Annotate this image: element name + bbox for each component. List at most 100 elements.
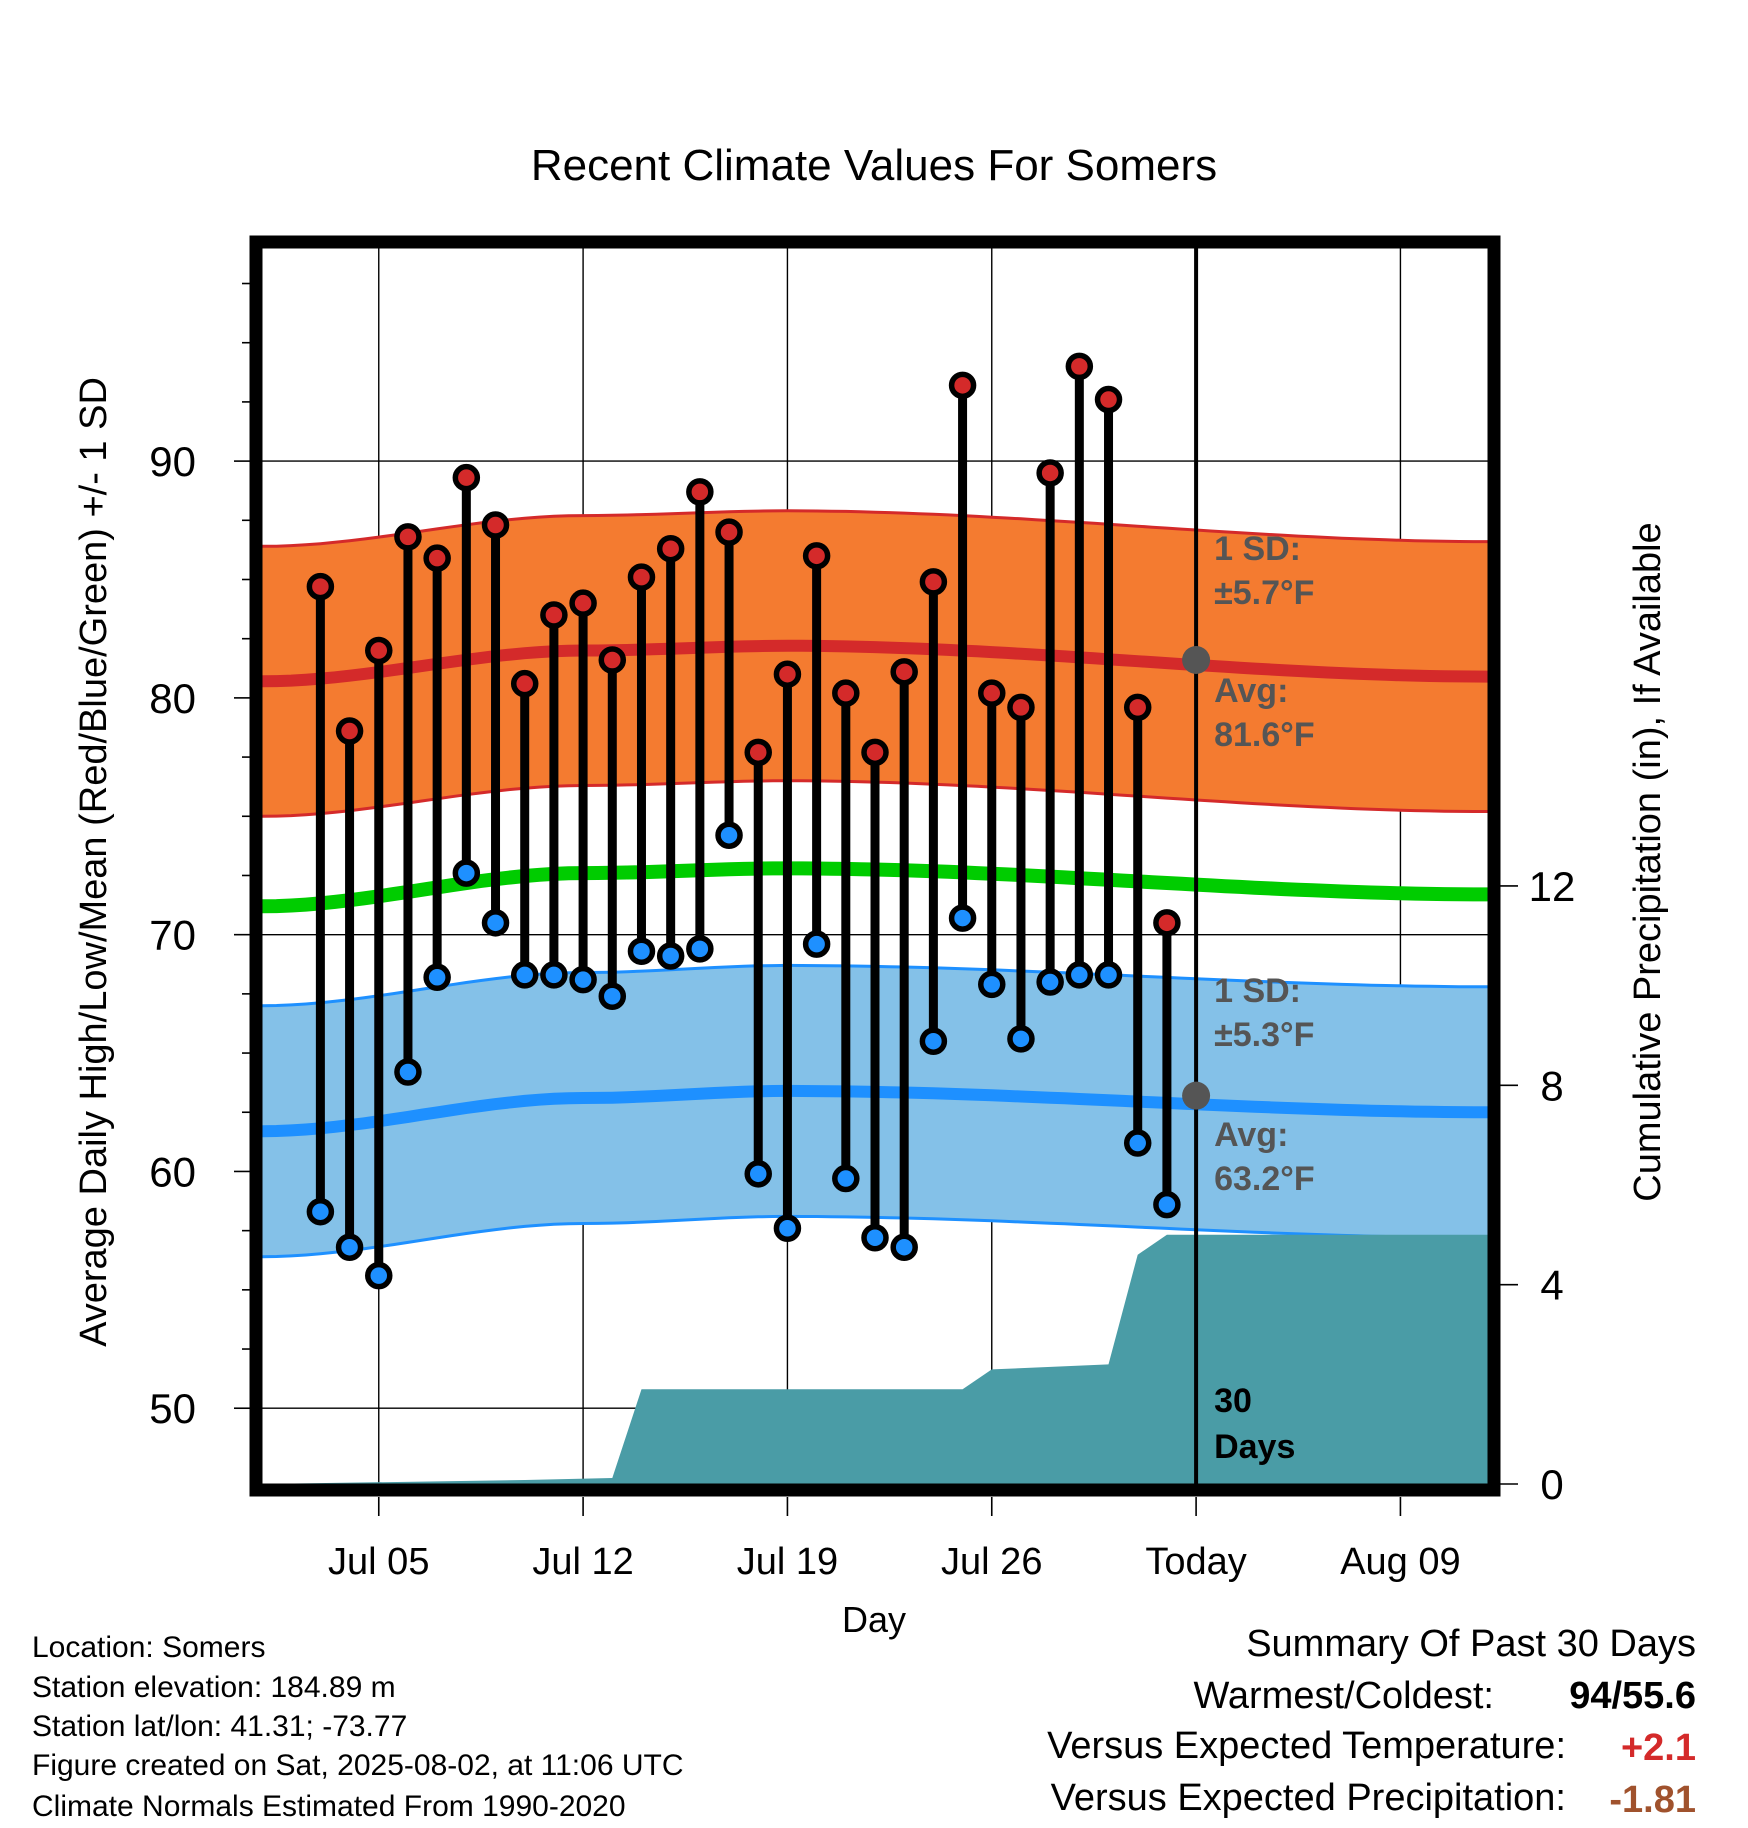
- summary-box: Summary Of Past 30 Days Warmest/Coldest:…: [1047, 1623, 1696, 1821]
- y2-tick-label: 8: [1540, 1062, 1563, 1109]
- x-axis-label: Day: [842, 1599, 906, 1640]
- daily-high-point: [832, 679, 860, 707]
- daily-high-point: [452, 463, 481, 492]
- daily-low-point: [861, 1223, 889, 1252]
- daily-low-point: [394, 1058, 422, 1086]
- y2-tick-label: 4: [1540, 1262, 1563, 1309]
- daily-low-point: [686, 935, 714, 963]
- daily-low-point: [598, 982, 627, 1010]
- y-tick-label: 70: [149, 912, 196, 959]
- daily-high-point: [1036, 459, 1064, 487]
- y-tick-label: 50: [149, 1385, 196, 1432]
- daily-low-point: [540, 961, 568, 989]
- summary-title: Summary Of Past 30 Days: [1246, 1623, 1696, 1665]
- daily-low-point: [423, 963, 451, 992]
- daily-high-point: [890, 658, 918, 686]
- daily-low-point: [832, 1164, 860, 1193]
- daily-high-point: [978, 679, 1006, 707]
- station-info: Location: Somers Station elevation: 184.…: [32, 1631, 684, 1823]
- daily-low-point: [715, 821, 743, 849]
- daily-low-point: [890, 1233, 918, 1261]
- daily-high-point: [394, 523, 422, 551]
- daily-low-point: [627, 937, 656, 965]
- daily-high-point: [540, 601, 568, 629]
- daily-low-point: [1036, 968, 1064, 996]
- footer-elevation: Station elevation: 184.89 m: [32, 1671, 396, 1704]
- daily-low-point: [1123, 1129, 1152, 1157]
- daily-high-point: [365, 636, 393, 665]
- y2-axis-label: Cumulative Precipitation (in), If Availa…: [1627, 522, 1669, 1201]
- daily-high-point: [802, 542, 831, 570]
- daily-high-point: [715, 518, 743, 546]
- footer-created: Figure created on Sat, 2025-08-02, at 11…: [32, 1749, 684, 1782]
- daily-low-point: [744, 1160, 772, 1188]
- daily-low-point: [948, 904, 977, 932]
- daily-high-point: [627, 563, 656, 591]
- daily-high-point: [773, 660, 802, 688]
- summary-precip-value: -1.81: [1609, 1779, 1696, 1821]
- daily-high-point: [335, 717, 364, 745]
- daily-high-point: [1007, 693, 1035, 722]
- daily-high-point: [510, 669, 539, 698]
- y-axis-label: Average Daily High/Low/Mean (Red/Blue/Gr…: [73, 377, 115, 1347]
- x-tick-label: Jul 19: [737, 1541, 838, 1583]
- daily-low-point: [773, 1214, 802, 1243]
- low-sd-label: 1 SD:: [1214, 972, 1301, 1010]
- y-tick-label: 60: [149, 1148, 196, 1195]
- daily-high-point: [1153, 909, 1181, 937]
- daily-low-point: [481, 909, 510, 937]
- daily-high-point: [656, 534, 685, 563]
- daily-low-point: [802, 930, 831, 958]
- daily-high-point: [569, 589, 597, 617]
- daily-high-point: [306, 572, 335, 601]
- high-sd-value: ±5.7°F: [1214, 574, 1314, 612]
- daily-low-point: [510, 961, 539, 989]
- summary-precip-label: Versus Expected Precipitation:: [1051, 1777, 1566, 1819]
- daily-low-point: [569, 965, 597, 994]
- precip-days-label-2: Days: [1214, 1428, 1295, 1466]
- plot-area: 1 SD: ±5.7°F Avg: 81.6°F 1 SD: ±5.3°F Avg: 63.2…: [149, 235, 1576, 1583]
- daily-low-point: [1153, 1190, 1181, 1219]
- daily-low-point: [452, 859, 481, 887]
- daily-high-point: [1065, 352, 1094, 381]
- plot-inner: 1 SD: ±5.7°F Avg: 81.6°F 1 SD: ±5.3°F Avg: 63.2…: [262, 248, 1488, 1484]
- daily-high-point: [919, 568, 948, 596]
- daily-high-point: [1094, 385, 1123, 414]
- daily-low-point: [978, 970, 1006, 999]
- summary-temp-value: +2.1: [1621, 1727, 1696, 1769]
- precip-area: [262, 1234, 1488, 1484]
- x-tick-label: Aug 09: [1340, 1541, 1460, 1583]
- daily-low-point: [656, 942, 685, 970]
- daily-high-point: [861, 738, 889, 767]
- daily-high-point: [948, 371, 977, 400]
- daily-low-point: [306, 1197, 335, 1226]
- daily-high-point: [423, 544, 451, 572]
- daily-high-point: [1123, 693, 1152, 722]
- low-sd-value: ±5.3°F: [1214, 1016, 1314, 1054]
- daily-low-point: [1007, 1025, 1035, 1053]
- footer-latlon: Station lat/lon: 41.31; -73.77: [32, 1710, 407, 1743]
- daily-low-point: [1094, 961, 1123, 989]
- today-low-avg-marker: [1182, 1081, 1211, 1110]
- y2-tick-label: 12: [1529, 863, 1576, 910]
- chart-title: Recent Climate Values For Somers: [531, 141, 1217, 190]
- low-avg-value: 63.2°F: [1214, 1160, 1315, 1198]
- daily-low-point: [335, 1233, 364, 1261]
- daily-high-point: [598, 646, 627, 674]
- summary-warmest-label: Warmest/Coldest:: [1193, 1675, 1494, 1717]
- y-tick-label: 80: [149, 675, 196, 722]
- high-sd-label: 1 SD:: [1214, 530, 1301, 568]
- precip-days-label: 30: [1214, 1382, 1252, 1420]
- x-tick-label: Today: [1145, 1541, 1246, 1583]
- daily-low-point: [1065, 961, 1094, 989]
- low-avg-label: Avg:: [1214, 1116, 1288, 1154]
- x-tick-label: Jul 26: [941, 1541, 1042, 1583]
- daily-low-point: [919, 1027, 948, 1055]
- plot-frame: [249, 235, 1501, 1497]
- daily-high-point: [481, 511, 510, 539]
- footer-normals: Climate Normals Estimated From 1990-2020: [32, 1790, 626, 1823]
- summary-warmest-value: 94/55.6: [1569, 1675, 1696, 1717]
- x-tick-label: Jul 12: [532, 1541, 633, 1583]
- today-high-avg-marker: [1182, 646, 1211, 674]
